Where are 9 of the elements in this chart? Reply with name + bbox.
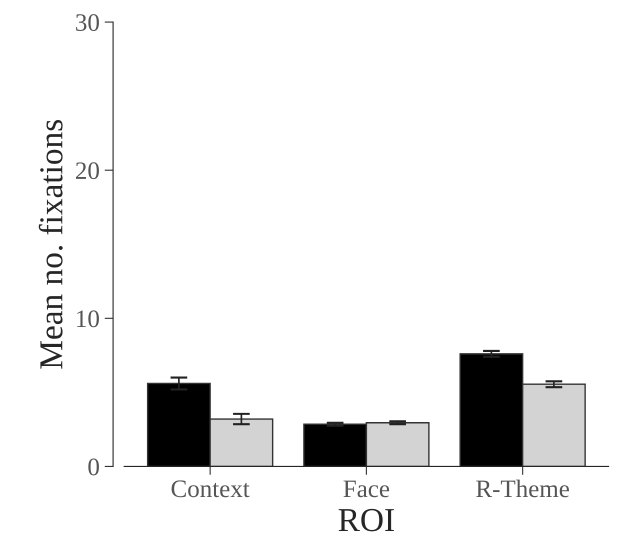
x-tick-label: R-Theme — [476, 480, 569, 498]
x-tick-label: Face — [344, 480, 390, 498]
y-tick-label: 0 — [88, 458, 99, 476]
y-axis-title: Mean no. fixations — [38, 120, 63, 369]
x-tick-label: Context — [172, 480, 250, 498]
y-tick-label: 10 — [77, 310, 99, 328]
y-tick-label: 20 — [76, 162, 99, 180]
y-tick-label: 30 — [76, 14, 99, 31]
x-axis-title: ROI — [338, 508, 394, 532]
